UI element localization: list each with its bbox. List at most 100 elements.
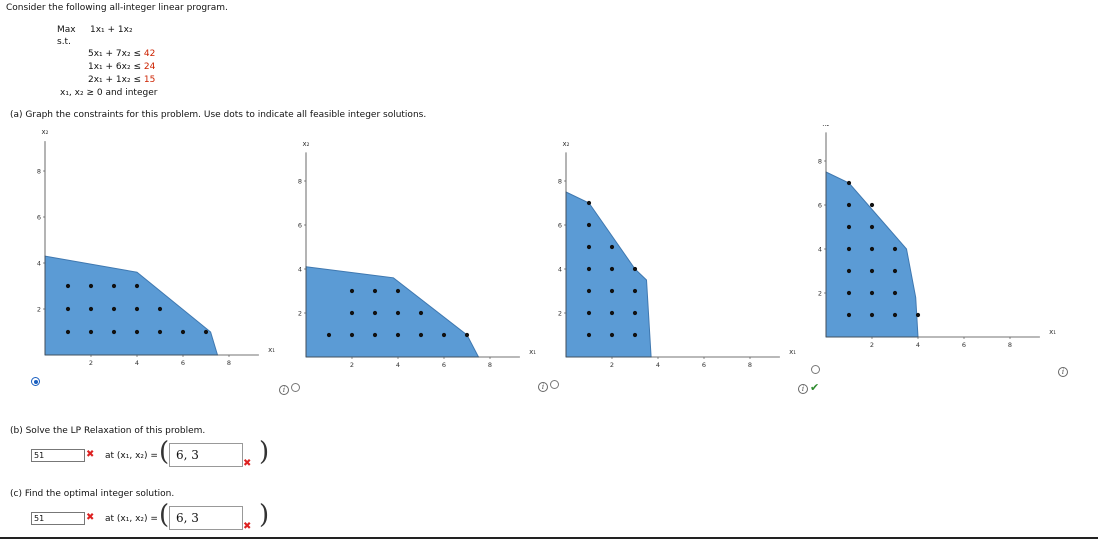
feasible-region bbox=[305, 266, 480, 358]
y-tick-label: 4 bbox=[818, 246, 822, 254]
integer-point-dot bbox=[869, 268, 875, 274]
x-tick-label: 4 bbox=[656, 361, 660, 369]
at-label: at (x₁, x₂) = bbox=[105, 451, 158, 461]
integer-point-dot bbox=[846, 202, 852, 208]
info-icon[interactable]: i bbox=[1058, 367, 1068, 377]
integer-point-dot bbox=[869, 202, 875, 208]
x-tick-label: 2 bbox=[870, 341, 874, 349]
integer-point-dot bbox=[326, 332, 332, 338]
integer-point-dot bbox=[111, 283, 117, 289]
nonneg-constraint: x₁, x₂ ≥ 0 and integer bbox=[60, 88, 158, 98]
constraint-3: 2x₁ + 1x₂ ≤ 15 bbox=[88, 75, 155, 85]
integer-point-dot bbox=[846, 268, 852, 274]
graph-option-3-radio[interactable] bbox=[550, 380, 559, 389]
graph-option-1-radio[interactable] bbox=[31, 377, 40, 386]
close-paren: ) bbox=[259, 500, 270, 530]
x-axis-label: x₁ bbox=[1049, 328, 1056, 336]
integer-point-dot bbox=[869, 312, 875, 318]
open-paren: ( bbox=[159, 500, 170, 530]
y-tick-label: 6 bbox=[558, 222, 562, 230]
x-tick-label: 4 bbox=[916, 341, 920, 349]
integer-point-dot bbox=[892, 268, 898, 274]
integer-point-dot bbox=[586, 200, 592, 206]
lp-relaxation-value-input[interactable]: 51 bbox=[31, 449, 85, 462]
objective: 1x₁ + 1x₂ bbox=[90, 25, 133, 35]
integer-point-dot bbox=[609, 266, 615, 272]
integer-point-dot bbox=[586, 310, 592, 316]
info-icon[interactable]: i bbox=[798, 384, 808, 394]
y-tick-label: 2 bbox=[37, 306, 41, 314]
y-tick-label: 6 bbox=[298, 222, 302, 230]
integer-point-dot bbox=[157, 306, 163, 312]
integer-point-dot bbox=[586, 244, 592, 250]
lp-relaxation-coord-input[interactable]: 6, 3 bbox=[169, 443, 243, 467]
y-tick-label: 6 bbox=[37, 214, 41, 222]
st-label: s.t. bbox=[57, 37, 71, 47]
constraint-rhs: 42 bbox=[143, 49, 156, 59]
integer-point-dot bbox=[418, 332, 424, 338]
y-tick-label: 2 bbox=[558, 310, 562, 318]
y-axis-label: x₂ bbox=[823, 125, 830, 128]
wrong-x-icon: ✖ bbox=[86, 449, 95, 460]
x-tick-label: 4 bbox=[396, 361, 400, 369]
integer-point-dot bbox=[65, 283, 71, 289]
integer-point-dot bbox=[134, 283, 140, 289]
integer-point-dot bbox=[349, 288, 355, 294]
integer-point-dot bbox=[586, 332, 592, 338]
x-axis-label: x₁ bbox=[268, 346, 275, 354]
y-axis-label: x₂ bbox=[303, 140, 310, 148]
x-tick-label: 6 bbox=[442, 361, 446, 369]
integer-point-dot bbox=[464, 332, 470, 338]
integer-point-dot bbox=[88, 306, 94, 312]
integer-point-dot bbox=[632, 332, 638, 338]
constraint-lhs: 5x₁ + 7x₂ ≤ bbox=[88, 49, 141, 59]
integer-point-dot bbox=[846, 246, 852, 252]
integer-point-dot bbox=[586, 266, 592, 272]
close-paren: ) bbox=[259, 437, 270, 467]
integer-point-dot bbox=[157, 329, 163, 335]
integer-point-dot bbox=[203, 329, 209, 335]
problem-intro: Consider the following all-integer linea… bbox=[6, 3, 228, 13]
wrong-x-icon: ✖ bbox=[86, 512, 95, 523]
graph-option-4-radio[interactable] bbox=[811, 365, 820, 374]
integer-point-dot bbox=[586, 222, 592, 228]
integer-point-dot bbox=[180, 329, 186, 335]
integer-solution-coord-input[interactable]: 6, 3 bbox=[169, 506, 243, 530]
max-label: Max bbox=[57, 25, 76, 35]
integer-point-dot bbox=[846, 312, 852, 318]
integer-solution-value-input[interactable]: 51 bbox=[31, 512, 85, 525]
y-tick-label: 2 bbox=[298, 310, 302, 318]
integer-point-dot bbox=[372, 332, 378, 338]
wrong-x-icon: ✖ bbox=[243, 521, 252, 532]
info-icon[interactable]: i bbox=[538, 382, 548, 392]
x-tick-label: 2 bbox=[350, 361, 354, 369]
x-tick-label: 8 bbox=[488, 361, 492, 369]
graph-options: 2 4 6 8 2 4 6 8 x₁ x₂ 2 4 6 8 2 4 6 8 x₁ x₂ 2 4 6 8 2 4 6 8 x₁ x₂ 2 4 6 8… bbox=[37, 125, 1056, 369]
integer-point-dot bbox=[915, 312, 921, 318]
integer-point-dot bbox=[632, 310, 638, 316]
integer-point-dot bbox=[134, 306, 140, 312]
x-tick-label: 2 bbox=[89, 359, 93, 367]
info-icon[interactable]: i bbox=[279, 385, 289, 395]
integer-point-dot bbox=[869, 290, 875, 296]
constraint-2: 1x₁ + 6x₂ ≤ 24 bbox=[88, 62, 155, 72]
bottom-border bbox=[0, 537, 1098, 539]
integer-point-dot bbox=[372, 288, 378, 294]
integer-point-dot bbox=[609, 244, 615, 250]
graph-option-2-radio[interactable] bbox=[291, 383, 300, 392]
integer-point-dot bbox=[892, 290, 898, 296]
x-tick-label: 2 bbox=[610, 361, 614, 369]
part-a-prompt: (a) Graph the constraints for this probl… bbox=[10, 110, 427, 120]
integer-point-dot bbox=[892, 312, 898, 318]
integer-point-dot bbox=[632, 266, 638, 272]
constraint-lhs: 1x₁ + 6x₂ ≤ bbox=[88, 62, 141, 72]
integer-point-dot bbox=[349, 332, 355, 338]
integer-point-dot bbox=[609, 310, 615, 316]
x-tick-label: 6 bbox=[962, 341, 966, 349]
y-tick-label: 6 bbox=[818, 202, 822, 210]
constraint-1: 5x₁ + 7x₂ ≤ 42 bbox=[88, 49, 155, 59]
x-axis-label: x₁ bbox=[789, 348, 796, 356]
integer-point-dot bbox=[846, 224, 852, 230]
integer-point-dot bbox=[395, 288, 401, 294]
wrong-x-icon: ✖ bbox=[243, 458, 252, 469]
